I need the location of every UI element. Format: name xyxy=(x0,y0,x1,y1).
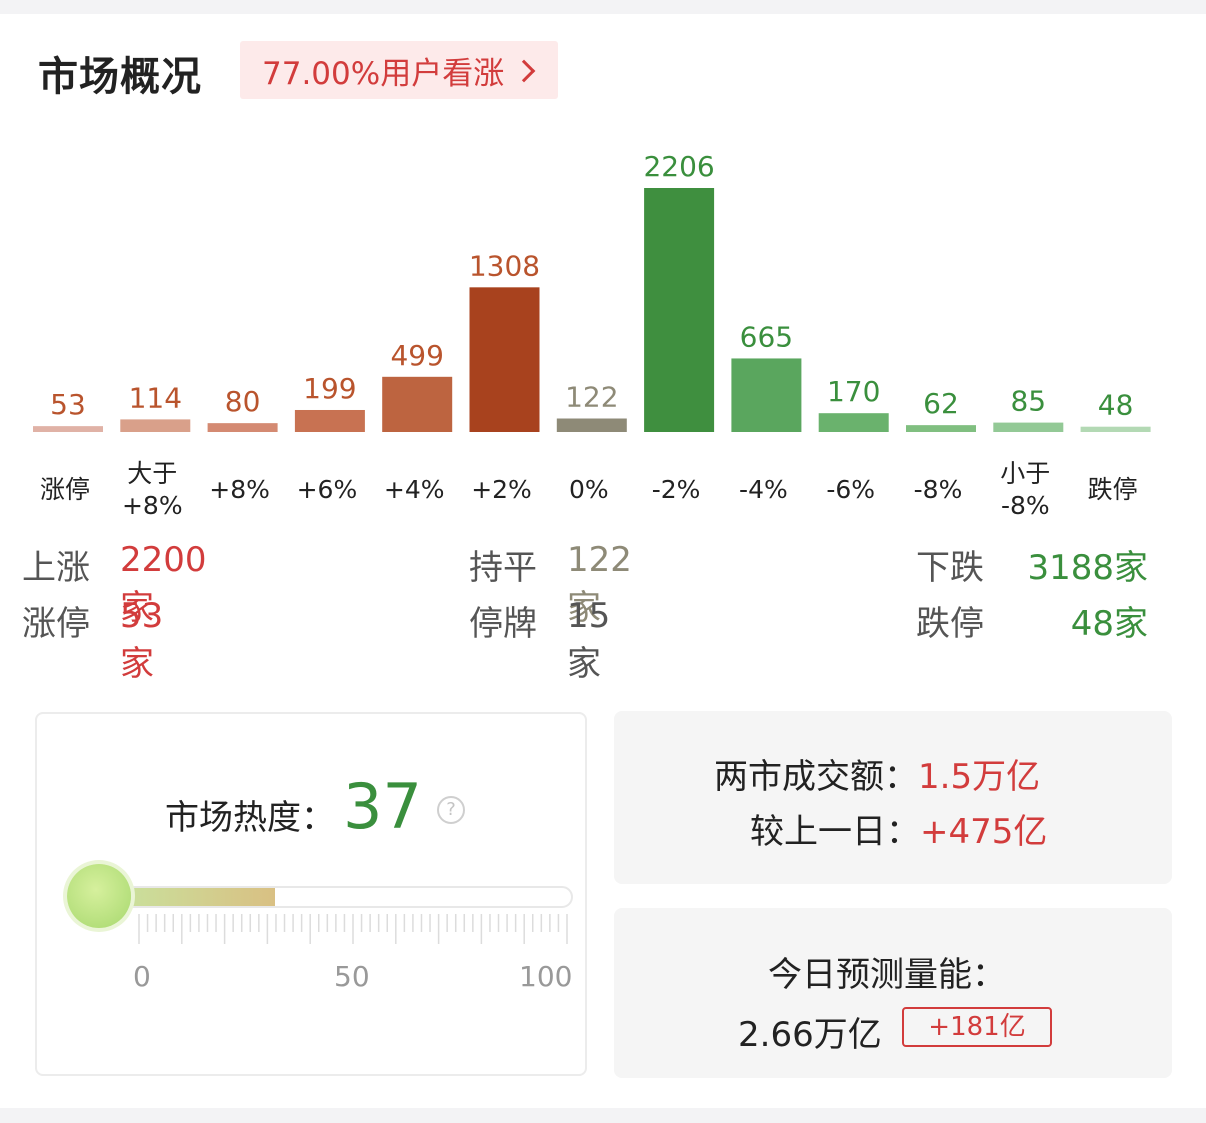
category-label: 小于 xyxy=(1000,459,1050,488)
bar-3 xyxy=(294,409,365,432)
stat-limit-down: 跌停 48家 xyxy=(916,596,1148,645)
heat-gauge-knob xyxy=(67,864,131,928)
bar-value-label: 665 xyxy=(740,320,793,353)
stat-up: 上涨 2200家 xyxy=(22,540,207,628)
heat-gauge-ticks xyxy=(138,914,568,944)
page-title: 市场概况 xyxy=(38,54,202,100)
stat-limit-up-value: 53家 xyxy=(120,596,164,684)
stat-suspended-value: 15家 xyxy=(567,596,611,684)
turnover-compare-value: +475亿 xyxy=(920,812,1048,852)
turnover-compare-label: 较上一日： xyxy=(750,812,920,852)
category-label: +8% xyxy=(122,491,183,520)
stat-suspended: 停牌 15家 xyxy=(469,596,610,684)
forecast-label: 今日预测量能： xyxy=(768,955,1006,995)
category-label: 涨停 xyxy=(40,475,90,504)
category-label: +2% xyxy=(471,475,532,504)
bar-8 xyxy=(731,358,802,432)
bar-value-label: 2206 xyxy=(643,150,714,183)
stat-limit-down-label: 跌停 xyxy=(916,604,984,644)
forecast-card: 今日预测量能： 2.66万亿 +181亿 xyxy=(614,908,1172,1078)
stat-flat: 持平 122家 xyxy=(469,540,632,628)
category-label: -8% xyxy=(1001,491,1050,520)
scale-label-mid: 50 xyxy=(334,960,370,993)
bar-12 xyxy=(1080,426,1151,432)
category-label: 跌停 xyxy=(1088,475,1138,504)
heat-value: 37 xyxy=(343,770,422,843)
bar-value-label: 80 xyxy=(225,385,261,418)
bar-value-label: 499 xyxy=(390,339,443,372)
bar-value-label: 114 xyxy=(129,381,182,414)
turnover-value: 1.5万亿 xyxy=(918,757,1041,797)
category-label: +8% xyxy=(209,475,270,504)
stat-flat-value: 122家 xyxy=(567,540,632,628)
turnover-card: 两市成交额：1.5万亿 较上一日：+475亿 xyxy=(614,711,1172,884)
bar-value-label: 53 xyxy=(50,388,86,421)
bar-4 xyxy=(382,376,453,432)
bar-value-label: 122 xyxy=(565,381,618,414)
bar-0 xyxy=(33,426,103,432)
help-icon[interactable]: ? xyxy=(437,796,465,824)
scale-label-min: 0 xyxy=(133,960,151,993)
category-label: +4% xyxy=(384,475,445,504)
sentiment-label: 77.00%用户看涨 xyxy=(262,55,505,92)
category-label: -2% xyxy=(652,475,701,504)
distribution-chart: 53 涨停 114 大于 +8% 80 +8% 199 +6% 499 +4% 1308 +2% 122 0… xyxy=(33,150,1151,520)
bar-value-label: 48 xyxy=(1098,389,1134,422)
stat-down: 下跌 3188家 xyxy=(916,540,1148,589)
category-label: 大于 xyxy=(127,459,177,488)
category-label: +6% xyxy=(297,475,358,504)
heat-gauge-track xyxy=(99,886,573,908)
stat-limit-up: 涨停 53家 xyxy=(22,596,163,684)
stat-limit-up-label: 涨停 xyxy=(22,604,90,644)
bar-value-label: 1308 xyxy=(469,249,540,282)
bar-value-label: 199 xyxy=(303,372,356,405)
heat-gauge-fill xyxy=(101,888,275,906)
bar-11 xyxy=(993,422,1064,432)
turnover-line: 两市成交额：1.5万亿 xyxy=(714,749,1040,798)
bar-7 xyxy=(644,188,715,432)
market-heat-card: 市场热度： 37 ? 0 50 100 xyxy=(35,712,587,1076)
stat-up-label: 上涨 xyxy=(22,548,90,588)
bar-value-label: 170 xyxy=(827,375,880,408)
category-label: -4% xyxy=(739,475,788,504)
bar-value-label: 85 xyxy=(1010,385,1046,418)
heat-label: 市场热度： xyxy=(165,798,335,838)
stat-up-value: 2200家 xyxy=(120,540,207,628)
scale-label-max: 100 xyxy=(519,960,573,993)
category-label: 0% xyxy=(569,475,609,504)
forecast-delta-badge: +181亿 xyxy=(902,1007,1052,1047)
stat-flat-label: 持平 xyxy=(469,548,537,588)
bar-9 xyxy=(818,413,889,432)
sentiment-link[interactable]: 77.00%用户看涨 xyxy=(240,41,558,99)
category-label: -6% xyxy=(826,475,875,504)
chevron-right-icon xyxy=(512,59,536,83)
bar-value-label: 62 xyxy=(923,387,959,420)
stat-suspended-label: 停牌 xyxy=(469,604,537,644)
bar-2 xyxy=(207,423,278,432)
category-label: -8% xyxy=(914,475,963,504)
stat-down-value: 3188家 xyxy=(1027,548,1148,588)
forecast-value: 2.66万亿 xyxy=(738,1015,882,1055)
turnover-label: 两市成交额： xyxy=(714,757,918,797)
stat-limit-down-value: 48家 xyxy=(1070,604,1148,644)
bar-5 xyxy=(469,287,540,432)
bar-6 xyxy=(556,418,627,432)
turnover-compare-line: 较上一日：+475亿 xyxy=(750,804,1047,853)
stat-down-label: 下跌 xyxy=(916,548,984,588)
bar-1 xyxy=(120,419,191,432)
bar-10 xyxy=(906,425,976,432)
